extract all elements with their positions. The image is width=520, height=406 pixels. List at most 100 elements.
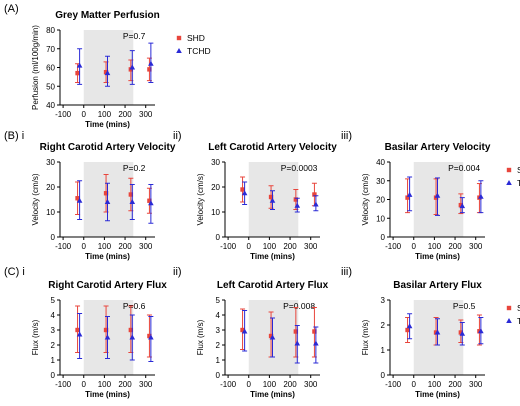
shaded-region (413, 162, 464, 237)
chart-cii: Left Carotid Artery Flux P=0.008 0 1 2 3 4 5 -10… (196, 280, 329, 399)
x-tick-label: 0 (247, 242, 252, 251)
x-tick-label: 0 (82, 110, 87, 119)
tchd-point (459, 330, 466, 336)
y-tick-label: 2 (216, 341, 221, 350)
tchd-point (313, 201, 319, 207)
section-label-b2: ii) (173, 130, 182, 142)
y-tick-label: 30 (211, 158, 220, 167)
y-tick-label: 4 (216, 311, 221, 320)
tchd-point (406, 323, 413, 329)
shd-point (103, 327, 109, 333)
shd-point (103, 191, 109, 196)
p-value: P=0.0003 (281, 163, 318, 173)
shd-point (458, 330, 464, 335)
chart-biii: Basilar Artery Velocity P=0.004 0 10 20 30 40 -… (361, 142, 520, 261)
shd-point (268, 194, 274, 200)
y-tick-label: 70 (46, 45, 55, 54)
x-tick-label: 0 (412, 242, 417, 251)
tchd-point (241, 190, 248, 196)
x-axis-label: Time (mins) (250, 252, 295, 261)
y-tick-label: 4 (51, 311, 56, 320)
y-tick-label: 1 (216, 356, 221, 365)
y-axis-label: Velocity (cm/s) (361, 173, 370, 225)
y-axis-label: Flux (m/s) (31, 319, 40, 355)
section-label-b3: iii) (341, 130, 352, 142)
tchd-point (104, 199, 111, 204)
y-axis-label: Velocity (cm/s) (31, 173, 40, 225)
chart-bii: Left Carotid Artery Velocity P=0.0003 0 10 2… (196, 142, 337, 261)
tchd-point (104, 70, 111, 76)
x-tick-label: -100 (220, 380, 237, 389)
x-tick-label: 200 (448, 380, 462, 389)
y-tick-label: 0 (381, 233, 386, 242)
x-tick-label: 300 (304, 242, 318, 251)
shd-point (103, 69, 109, 75)
x-tick-label: 200 (283, 380, 297, 389)
y-axis-label: Velocity (cm/s) (196, 173, 205, 225)
chart-title: Right Carotid Artery Velocity (40, 142, 176, 153)
x-axis-label: Time (mins) (250, 390, 295, 399)
legend-label: TCHD (517, 316, 520, 326)
shaded-region (83, 162, 134, 237)
x-tick-label: 300 (304, 380, 318, 389)
shd-point (405, 195, 410, 200)
y-tick-label: 0 (216, 233, 221, 242)
p-value: P=0.7 (123, 31, 146, 41)
shd-point (268, 333, 274, 339)
legend-label: SHD (517, 303, 520, 313)
x-axis-label: Time (mins) (415, 390, 460, 399)
shd-point (128, 327, 134, 333)
shd-point (128, 192, 134, 197)
section-label-b: (B) i (4, 130, 24, 142)
legend-shd-marker (506, 167, 512, 173)
x-tick-label: -100 (385, 242, 402, 251)
tchd-point (294, 202, 301, 208)
y-axis-label: Flux (m/s) (196, 319, 205, 355)
y-tick-label: 50 (46, 82, 55, 91)
y-tick-label: 1 (51, 356, 56, 365)
tchd-point (313, 340, 319, 346)
x-tick-label: 300 (139, 110, 153, 119)
tchd-point (241, 328, 248, 334)
x-tick-label: 100 (98, 110, 112, 119)
section-label-c2: ii) (173, 266, 182, 278)
legend-tchd-marker (176, 48, 182, 53)
y-tick-label: 10 (46, 208, 55, 217)
legend-shd-marker (176, 35, 182, 41)
y-tick-label: 3 (51, 326, 56, 335)
shd-point (312, 192, 317, 197)
y-tick-label: 20 (46, 183, 55, 192)
y-tick-label: 30 (376, 177, 385, 186)
y-tick-label: 20 (211, 183, 220, 192)
shd-point (240, 187, 245, 192)
shaded-region (413, 300, 464, 375)
tchd-point (434, 192, 441, 198)
p-value: P=0.008 (283, 301, 315, 311)
shd-point (312, 329, 317, 334)
shd-point (293, 197, 299, 202)
x-tick-label: 0 (82, 380, 87, 389)
chart-title: Right Carotid Artery Flux (48, 280, 167, 291)
tchd-point (129, 64, 136, 70)
x-tick-label: 200 (283, 242, 297, 251)
legend-shd-marker (506, 305, 512, 311)
tchd-point (148, 334, 154, 340)
legend-label: TCHD (187, 46, 211, 56)
y-tick-label: 3 (381, 296, 386, 305)
tchd-point (76, 197, 83, 203)
y-tick-label: 40 (46, 101, 55, 110)
y-tick-label: 0 (381, 371, 386, 380)
chart-panels: Grey Matter PerfusionP=0.74050607080-100… (31, 10, 520, 399)
x-tick-label: 200 (118, 110, 132, 119)
y-tick-label: 80 (46, 26, 55, 35)
x-tick-label: -100 (385, 380, 402, 389)
legend-label: SHD (517, 165, 520, 175)
x-tick-label: 300 (139, 242, 153, 251)
tchd-point (406, 191, 413, 197)
chart-title: Basilar Artery Velocity (385, 142, 491, 153)
y-axis-label: Flux (m/s) (361, 319, 370, 355)
x-tick-label: 200 (118, 380, 132, 389)
x-tick-label: 300 (469, 380, 483, 389)
shd-point (405, 327, 410, 333)
x-tick-label: 100 (263, 242, 277, 251)
